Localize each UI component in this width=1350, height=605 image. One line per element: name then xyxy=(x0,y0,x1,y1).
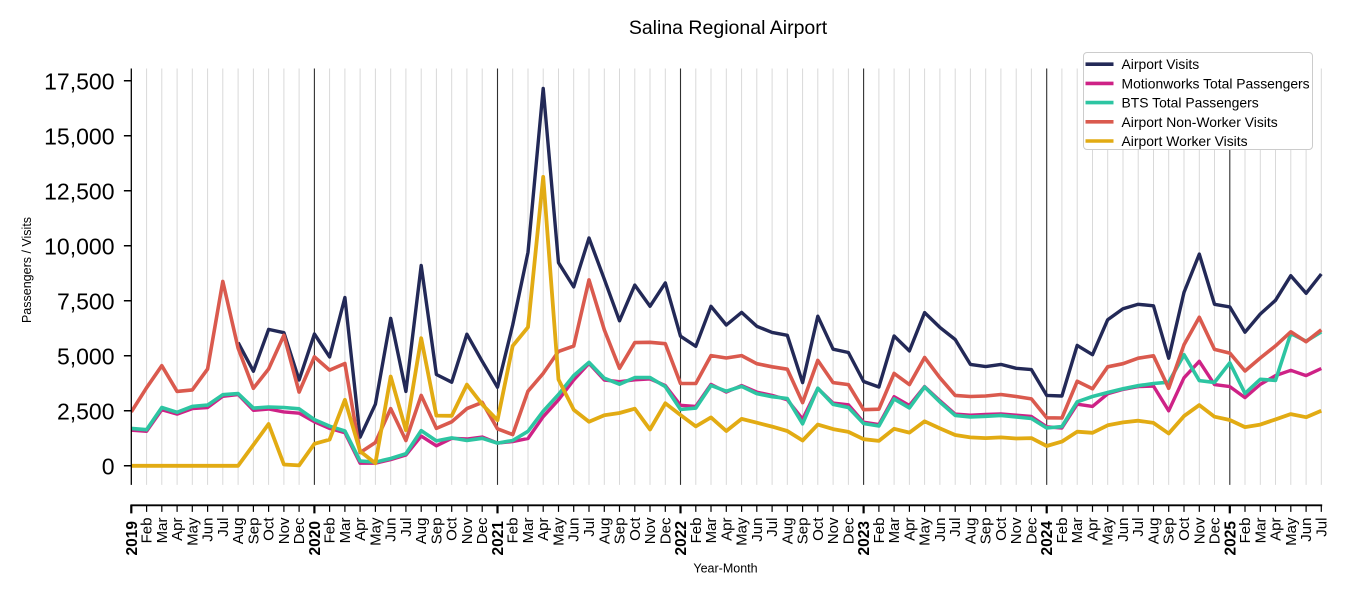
svg-text:Oct: Oct xyxy=(993,517,1010,541)
svg-text:Year-Month: Year-Month xyxy=(693,562,757,576)
svg-text:Nov: Nov xyxy=(1191,517,1208,544)
svg-text:Dec: Dec xyxy=(657,517,674,544)
svg-text:Jul: Jul xyxy=(398,518,415,537)
svg-text:Mar: Mar xyxy=(1252,518,1269,544)
svg-text:Dec: Dec xyxy=(1207,517,1224,544)
svg-text:Nov: Nov xyxy=(642,517,659,544)
svg-text:Nov: Nov xyxy=(459,517,476,544)
svg-text:Motionworks Total Passengers: Motionworks Total Passengers xyxy=(1122,75,1310,91)
svg-text:Sep: Sep xyxy=(612,518,629,545)
svg-text:10,000: 10,000 xyxy=(44,233,114,259)
svg-text:Apr: Apr xyxy=(1268,517,1285,540)
svg-text:Nov: Nov xyxy=(825,517,842,544)
svg-text:Jul: Jul xyxy=(764,518,781,537)
svg-text:2023: 2023 xyxy=(856,521,873,556)
svg-text:Sep: Sep xyxy=(795,518,812,545)
svg-text:Mar: Mar xyxy=(1069,518,1086,544)
svg-text:Jul: Jul xyxy=(215,518,232,537)
svg-text:Dec: Dec xyxy=(840,517,857,544)
svg-text:7,500: 7,500 xyxy=(57,288,115,314)
svg-text:Jun: Jun xyxy=(1298,518,1315,542)
svg-text:May: May xyxy=(551,517,568,546)
svg-text:2019: 2019 xyxy=(124,521,141,556)
svg-text:Aug: Aug xyxy=(596,518,613,545)
svg-text:Dec: Dec xyxy=(474,517,491,544)
svg-text:Oct: Oct xyxy=(810,517,827,541)
svg-text:0: 0 xyxy=(102,453,115,479)
svg-text:Oct: Oct xyxy=(444,517,461,541)
svg-text:Dec: Dec xyxy=(291,517,308,544)
svg-text:Jun: Jun xyxy=(749,518,766,542)
svg-text:Feb: Feb xyxy=(688,518,705,544)
svg-text:5,000: 5,000 xyxy=(57,343,115,369)
svg-text:May: May xyxy=(1100,517,1117,546)
svg-text:Apr: Apr xyxy=(1085,517,1102,540)
svg-text:Jun: Jun xyxy=(566,518,583,542)
svg-text:Jun: Jun xyxy=(200,518,217,542)
svg-text:12,500: 12,500 xyxy=(44,178,114,204)
svg-text:May: May xyxy=(1283,517,1300,546)
svg-text:Apr: Apr xyxy=(718,517,735,540)
svg-text:Nov: Nov xyxy=(1008,517,1025,544)
svg-text:Mar: Mar xyxy=(337,518,354,544)
svg-text:Nov: Nov xyxy=(276,517,293,544)
svg-text:Apr: Apr xyxy=(352,517,369,540)
svg-text:2020: 2020 xyxy=(307,521,324,555)
svg-text:Feb: Feb xyxy=(139,518,156,544)
svg-text:Feb: Feb xyxy=(871,518,888,544)
svg-text:Oct: Oct xyxy=(1176,517,1193,541)
svg-text:Feb: Feb xyxy=(505,518,522,544)
svg-text:Mar: Mar xyxy=(520,518,537,544)
svg-text:2025: 2025 xyxy=(1222,521,1239,556)
svg-text:Apr: Apr xyxy=(901,517,918,540)
svg-text:May: May xyxy=(917,517,934,546)
svg-text:Mar: Mar xyxy=(703,518,720,544)
svg-text:May: May xyxy=(184,517,201,546)
svg-text:Salina Regional Airport: Salina Regional Airport xyxy=(629,17,828,39)
svg-text:Aug: Aug xyxy=(413,518,430,545)
svg-text:15,000: 15,000 xyxy=(44,123,114,149)
svg-text:Sep: Sep xyxy=(245,518,262,545)
svg-text:Sep: Sep xyxy=(1161,518,1178,545)
svg-text:Feb: Feb xyxy=(1237,518,1254,544)
svg-text:Feb: Feb xyxy=(322,518,339,544)
svg-text:2022: 2022 xyxy=(673,521,690,555)
svg-text:Passengers / Visits: Passengers / Visits xyxy=(20,217,34,323)
svg-text:May: May xyxy=(734,517,751,546)
svg-text:2021: 2021 xyxy=(490,521,507,556)
svg-text:Aug: Aug xyxy=(1146,518,1163,545)
svg-text:Airport Worker Visits: Airport Worker Visits xyxy=(1122,133,1248,149)
svg-text:Feb: Feb xyxy=(1054,518,1071,544)
svg-text:Airport Visits: Airport Visits xyxy=(1122,56,1200,72)
svg-text:17,500: 17,500 xyxy=(44,68,114,94)
svg-text:Aug: Aug xyxy=(962,518,979,545)
svg-text:Aug: Aug xyxy=(779,518,796,545)
svg-text:Oct: Oct xyxy=(627,517,644,541)
svg-text:Jul: Jul xyxy=(1313,518,1330,537)
svg-text:Mar: Mar xyxy=(886,518,903,544)
svg-text:Sep: Sep xyxy=(428,518,445,545)
svg-text:2024: 2024 xyxy=(1039,521,1056,556)
svg-text:Aug: Aug xyxy=(230,518,247,545)
svg-text:Apr: Apr xyxy=(169,517,186,540)
svg-text:Jul: Jul xyxy=(1130,518,1147,537)
svg-text:Jun: Jun xyxy=(1115,518,1132,542)
svg-text:Jun: Jun xyxy=(932,518,949,542)
svg-text:Dec: Dec xyxy=(1023,517,1040,544)
svg-text:BTS Total Passengers: BTS Total Passengers xyxy=(1122,95,1259,111)
svg-text:2,500: 2,500 xyxy=(57,398,115,424)
svg-text:May: May xyxy=(367,517,384,546)
svg-text:Oct: Oct xyxy=(261,517,278,541)
svg-text:Jun: Jun xyxy=(383,518,400,542)
svg-text:Jul: Jul xyxy=(947,518,964,537)
svg-text:Airport Non-Worker Visits: Airport Non-Worker Visits xyxy=(1122,114,1278,130)
svg-text:Jul: Jul xyxy=(581,518,598,537)
svg-text:Sep: Sep xyxy=(978,518,995,545)
svg-text:Mar: Mar xyxy=(154,518,171,544)
svg-text:Apr: Apr xyxy=(535,517,552,540)
